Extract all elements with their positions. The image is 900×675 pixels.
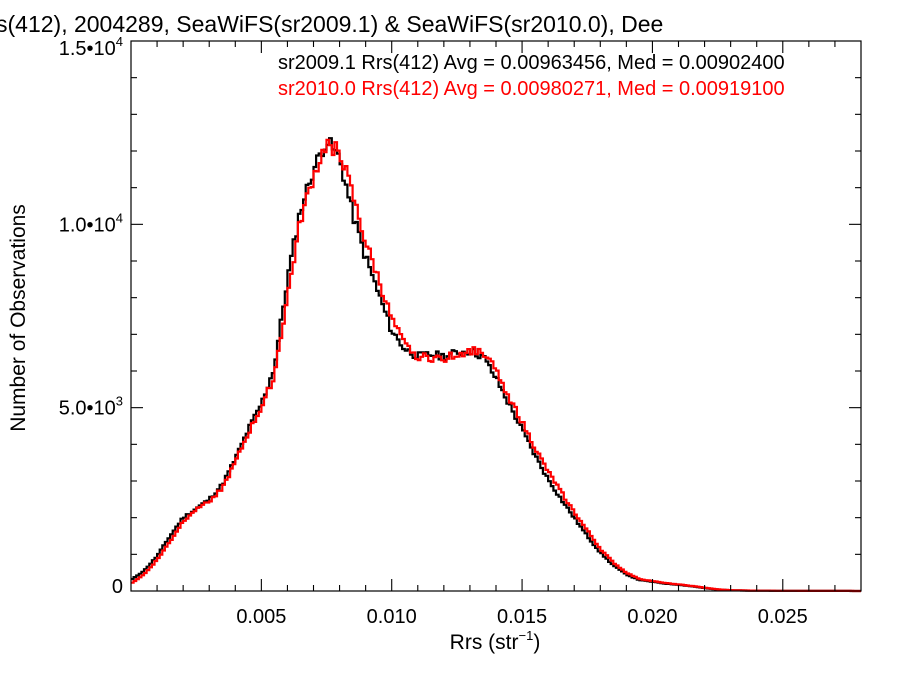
- tick-layer: [131, 41, 861, 591]
- series-layer: [131, 137, 861, 593]
- x-axis-label-main: Rrs (str: [450, 631, 519, 654]
- plot-frame: [130, 40, 862, 592]
- series-line-sr2009-1: [131, 137, 861, 593]
- plot-area: [130, 40, 862, 593]
- y-tick-label: 1.5•104: [59, 34, 123, 60]
- x-axis-label: Rrs (str−1): [450, 628, 541, 654]
- x-tick-label: 0.025: [758, 606, 808, 628]
- x-tick-label: 0.010: [367, 606, 417, 628]
- series-line-sr2010-0: [131, 138, 861, 593]
- x-axis-label-close: ): [533, 631, 540, 654]
- chart-title: s(412), 2004289, SeaWiFS(sr2009.1) & Sea…: [0, 11, 663, 37]
- x-tick-label: 0.020: [627, 606, 677, 628]
- y-tick-label: 5.0•103: [59, 394, 123, 420]
- y-axis-label: Number of Observations: [7, 204, 30, 432]
- x-tick-labels: 0.005 0.010 0.015 0.020 0.025: [236, 606, 807, 628]
- y-tick-label: 0: [112, 576, 123, 598]
- x-tick-label: 0.015: [497, 606, 547, 628]
- y-tick-label: 1.0•104: [59, 210, 123, 236]
- legend-entry-sr2010: sr2010.0 Rrs(412) Avg = 0.00980271, Med …: [278, 78, 785, 100]
- y-tick-labels: 0 5.0•103 1.0•104 1.5•104: [59, 34, 123, 598]
- legend-entry-sr2009: sr2009.1 Rrs(412) Avg = 0.00963456, Med …: [278, 52, 785, 74]
- x-axis-label-superscript: −1: [519, 628, 534, 643]
- x-tick-label: 0.005: [236, 606, 286, 628]
